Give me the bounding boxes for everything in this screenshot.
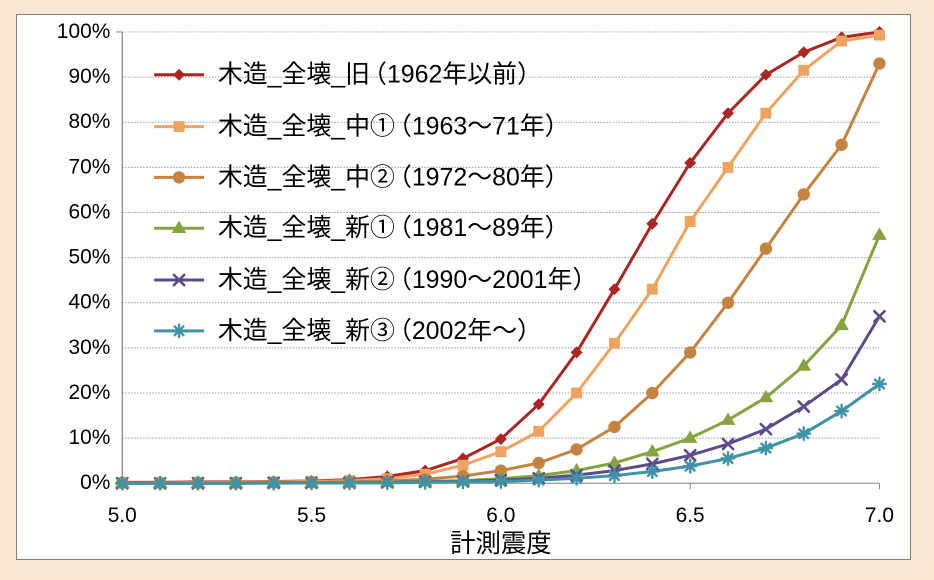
svg-text:6.5: 6.5 <box>676 504 705 527</box>
svg-text:7.0: 7.0 <box>865 504 894 527</box>
svg-text:80%: 80% <box>68 110 110 133</box>
svg-text:90%: 90% <box>68 65 110 88</box>
svg-text:30%: 30% <box>68 336 110 359</box>
svg-text:70%: 70% <box>68 155 110 178</box>
svg-text:5.0: 5.0 <box>108 504 137 527</box>
svg-text:木造_全壊_中②（1972〜80年）: 木造_全壊_中②（1972〜80年） <box>218 163 570 191</box>
svg-text:木造_全壊_新③（2002年〜）: 木造_全壊_新③（2002年〜） <box>218 317 542 345</box>
svg-text:60%: 60% <box>68 200 110 223</box>
svg-text:木造_全壊_旧（1962年以前）: 木造_全壊_旧（1962年以前） <box>218 61 542 89</box>
svg-text:100%: 100% <box>57 20 110 43</box>
svg-text:計測震度: 計測震度 <box>450 530 552 558</box>
svg-text:50%: 50% <box>68 246 110 269</box>
svg-text:0%: 0% <box>80 471 110 494</box>
svg-text:20%: 20% <box>68 381 110 404</box>
svg-text:木造_全壊_新②（1990〜2001年）: 木造_全壊_新②（1990〜2001年） <box>218 266 597 294</box>
svg-text:40%: 40% <box>68 291 110 314</box>
svg-text:木造_全壊_中①（1963〜71年）: 木造_全壊_中①（1963〜71年） <box>218 113 570 141</box>
svg-text:10%: 10% <box>68 426 110 449</box>
svg-text:5.5: 5.5 <box>297 504 326 527</box>
svg-text:6.0: 6.0 <box>486 504 515 527</box>
svg-text:木造_全壊_新①（1981〜89年）: 木造_全壊_新①（1981〜89年） <box>218 214 570 242</box>
